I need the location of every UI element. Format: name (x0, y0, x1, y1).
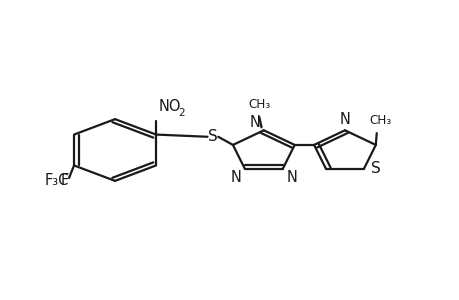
Text: F₃C: F₃C (44, 173, 68, 188)
Text: 2: 2 (178, 107, 185, 118)
Text: N: N (249, 115, 260, 130)
Text: S: S (370, 161, 380, 176)
Text: CH₃: CH₃ (248, 98, 270, 111)
Text: NO: NO (158, 99, 180, 114)
Text: N: N (339, 112, 350, 127)
Text: CH₃: CH₃ (369, 114, 391, 127)
Text: N: N (230, 170, 241, 185)
Text: N: N (286, 170, 297, 185)
Text: S: S (207, 129, 217, 144)
Text: F: F (61, 173, 69, 188)
